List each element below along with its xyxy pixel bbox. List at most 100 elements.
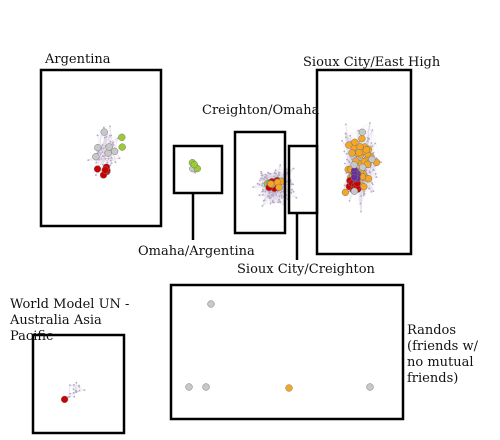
graph-node	[274, 192, 277, 195]
graph-node	[266, 178, 269, 180]
graph-node	[372, 190, 375, 193]
graph-edge	[360, 173, 376, 204]
graph-node	[371, 182, 373, 184]
graph-node	[75, 391, 77, 394]
graph-edge	[365, 162, 377, 189]
graph-node	[269, 172, 272, 175]
graph-node	[357, 129, 360, 132]
graph-node	[256, 182, 259, 185]
graph-node-gray	[185, 383, 193, 391]
graph-edge	[372, 130, 382, 163]
graph-node	[375, 176, 378, 179]
graph-node	[277, 201, 279, 204]
graph-node	[69, 392, 71, 395]
graph-node	[365, 169, 368, 172]
graph-edge	[346, 159, 351, 167]
graph-node	[75, 381, 78, 384]
graph-edge	[76, 389, 85, 392]
graph-node	[83, 389, 86, 391]
graph-node	[346, 158, 348, 161]
graph-node	[258, 194, 261, 197]
graph-edge	[259, 195, 264, 201]
graph-edge	[262, 194, 285, 206]
graph-node	[263, 178, 265, 181]
graph-edge	[106, 136, 111, 143]
graph-node	[103, 136, 106, 139]
graph-node	[280, 194, 283, 197]
graph-edge	[73, 386, 80, 394]
graph-node	[258, 183, 261, 186]
graph-node	[252, 186, 255, 189]
graph-node	[260, 172, 263, 175]
graph-node	[271, 191, 273, 194]
graph-node	[101, 144, 104, 146]
graph-node	[269, 202, 272, 205]
graph-node	[265, 174, 268, 177]
graph-node	[275, 194, 277, 197]
graph-edge	[269, 188, 279, 203]
graph-node	[72, 388, 75, 391]
graph-node	[102, 147, 105, 150]
graph-node	[370, 142, 373, 144]
graph-node	[118, 157, 121, 160]
graph-edge	[267, 173, 271, 180]
graph-node	[261, 205, 264, 207]
graph-edge	[277, 191, 281, 203]
graph-node	[112, 144, 115, 146]
graph-edge	[279, 165, 294, 192]
graph-node	[371, 129, 374, 132]
graph-edge	[69, 384, 77, 393]
graph-node-gray	[350, 161, 358, 169]
graph-node	[109, 125, 111, 128]
graph-node	[278, 171, 280, 174]
graph-edge	[262, 187, 269, 206]
graph-edge	[362, 122, 371, 148]
graph-node	[101, 151, 104, 154]
label-argentina: Argentina	[45, 52, 111, 67]
graph-node	[362, 194, 365, 197]
graph-node	[77, 384, 80, 387]
graph-edge	[270, 190, 279, 204]
graph-edge	[277, 171, 289, 203]
graph-node	[78, 389, 81, 392]
cluster-boxes	[31, 68, 413, 435]
graph-edge	[267, 170, 276, 180]
graph-node	[261, 184, 263, 187]
graph-node-orange	[345, 141, 353, 149]
graph-node	[100, 158, 103, 160]
graph-node-green	[118, 133, 126, 141]
graph-node-orange	[364, 175, 373, 183]
graph-edge	[290, 182, 297, 198]
graph-node	[274, 169, 277, 172]
graph-node-purple	[350, 173, 359, 182]
graph-node	[359, 202, 362, 205]
label-creighton-omaha: Creighton/Omaha	[202, 103, 320, 118]
graph-node	[194, 172, 197, 174]
graph-edge	[73, 384, 85, 391]
graph-node	[87, 159, 90, 162]
graph-edge	[262, 193, 270, 196]
graph-node-gray	[111, 147, 119, 155]
graph-node	[109, 134, 111, 137]
graph-node	[104, 158, 106, 160]
graph-node-gray	[92, 153, 100, 161]
graph-edge	[270, 197, 280, 202]
graph-node	[368, 187, 370, 190]
graph-node	[264, 173, 267, 176]
graph-node	[268, 197, 271, 200]
graph-node	[68, 384, 71, 386]
graph-node	[261, 177, 264, 180]
graph-node-gray	[359, 163, 367, 171]
graph-edges	[67, 122, 382, 398]
graph-node	[344, 162, 346, 165]
graph-node	[95, 174, 97, 177]
graph-node-orange	[355, 149, 363, 157]
graph-edge	[274, 176, 286, 179]
graph-node	[109, 164, 112, 167]
graph-node	[261, 182, 264, 185]
graph-node	[368, 170, 371, 173]
graph-edge	[97, 135, 118, 139]
graph-node	[374, 173, 377, 175]
graph-edge	[272, 194, 283, 199]
graph-node-orange	[348, 149, 356, 157]
